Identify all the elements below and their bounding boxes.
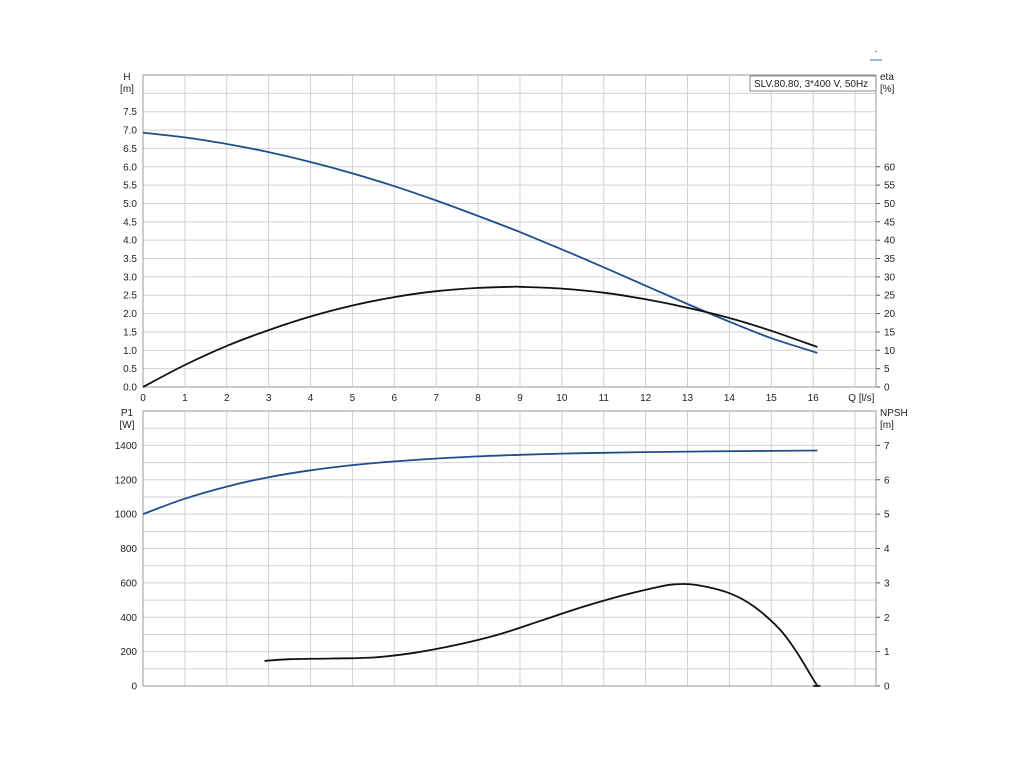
y-left-tick-label: 1000: [115, 510, 138, 521]
x-tick-label: 0: [140, 393, 146, 404]
y-left-tick-label: 200: [120, 647, 137, 658]
y-left-tick-label: 600: [120, 578, 137, 589]
y-left-tick-label: 800: [120, 544, 137, 555]
y-left-tick-label: 6.0: [123, 162, 137, 173]
y-left-tick-label: 7.0: [123, 126, 137, 137]
y-left-tick-label: 3.5: [123, 254, 137, 265]
y-left-tick-label: 4.0: [123, 236, 137, 247]
y-right-tick-label: 10: [884, 346, 896, 357]
y-left-tick-label: 0.5: [123, 364, 137, 375]
x-tick-label: 9: [517, 393, 523, 404]
x-tick-label: 4: [308, 393, 314, 404]
x-tick-label: 10: [556, 393, 568, 404]
y-left-tick-label: 400: [120, 613, 137, 624]
y-left-axis-title: H: [123, 72, 130, 83]
y-right-axis-unit: [m]: [880, 420, 894, 431]
legend-box: [749, 75, 877, 92]
legend-label: SLV.80.80, 3*400 V, 50Hz: [754, 79, 868, 90]
series-line-0-0: [142, 131, 818, 354]
y-right-tick-label: 45: [884, 217, 896, 228]
y-right-tick-label: 3: [884, 578, 890, 589]
x-tick-label: 8: [475, 393, 481, 404]
y-left-tick-label: 6.5: [123, 144, 137, 155]
y-left-tick-label: 1.0: [123, 346, 137, 357]
x-tick-label: 6: [392, 393, 398, 404]
y-left-axis-unit: [W]: [120, 420, 135, 431]
grid-layer: [142, 75, 876, 687]
plot-frame: [142, 74, 877, 388]
corner-mark: ⋅: [874, 47, 877, 58]
y-right-tick-label: 55: [884, 181, 896, 192]
x-tick-label: 16: [808, 393, 820, 404]
x-tick-label: 13: [682, 393, 694, 404]
y-right-tick-label: 20: [884, 309, 896, 320]
y-left-tick-label: 1400: [115, 441, 138, 452]
plot-frame: [142, 410, 877, 687]
x-axis-title: Q [l/s]: [848, 393, 874, 404]
y-right-tick-label: 0: [884, 383, 890, 394]
series-layer: [142, 131, 821, 687]
y-right-tick-label: 35: [884, 254, 896, 265]
x-tick-label: 11: [599, 393, 610, 404]
series-line-1-1: [264, 582, 819, 687]
y-left-tick-label: 2.5: [123, 291, 137, 302]
y-right-tick-label: 50: [884, 199, 896, 210]
x-tick-label: 5: [350, 393, 356, 404]
y-right-tick-label: 5: [884, 510, 890, 521]
y-right-axis-title: eta: [880, 72, 894, 83]
y-right-tick-label: 4: [884, 544, 890, 555]
y-right-tick-label: 30: [884, 272, 896, 283]
x-tick-label: 7: [433, 393, 439, 404]
y-right-tick-label: 5: [884, 364, 890, 375]
x-tick-label: 14: [724, 393, 736, 404]
y-right-tick-label: 6: [884, 475, 890, 486]
x-tick-label: 12: [640, 393, 652, 404]
series-line-0-1: [142, 285, 818, 388]
x-tick-label: 3: [266, 393, 272, 404]
series-line-1-0: [142, 449, 818, 515]
y-right-tick-label: 0: [884, 682, 890, 693]
y-left-tick-label: 1.5: [123, 327, 137, 338]
y-left-tick-label: 5.5: [123, 181, 137, 192]
y-left-axis-unit: [m]: [120, 84, 134, 95]
frame-layer: [142, 74, 880, 687]
y-left-tick-label: 2.0: [123, 309, 137, 320]
y-left-tick-label: 1200: [115, 475, 138, 486]
y-left-axis-title: P1: [121, 408, 134, 419]
y-right-tick-label: 25: [884, 291, 896, 302]
y-right-axis-unit: [%]: [880, 84, 895, 95]
y-left-tick-label: 4.5: [123, 217, 137, 228]
x-tick-label: 15: [766, 393, 778, 404]
y-left-tick-label: 0.0: [123, 383, 137, 394]
y-left-tick-label: 5.0: [123, 199, 137, 210]
y-right-tick-label: 2: [884, 613, 890, 624]
y-left-tick-label: 0: [131, 682, 137, 693]
y-left-tick-label: 7.5: [123, 107, 137, 118]
text-layer: 0.0 0.5 1.0 1.5 2.0 2.5 3.0 3.5 4.0 4.5 5.0 5.5 6.0 6…: [115, 47, 908, 693]
x-tick-label: 1: [182, 393, 188, 404]
y-right-axis-title: NPSH: [880, 408, 908, 419]
y-right-tick-label: 7: [884, 441, 890, 452]
y-right-tick-label: 1: [884, 647, 890, 658]
y-left-tick-label: 3.0: [123, 272, 137, 283]
y-right-tick-label: 15: [884, 327, 896, 338]
y-right-tick-label: 40: [884, 236, 896, 247]
x-tick-label: 2: [224, 393, 230, 404]
y-right-tick-label: 60: [884, 162, 896, 173]
